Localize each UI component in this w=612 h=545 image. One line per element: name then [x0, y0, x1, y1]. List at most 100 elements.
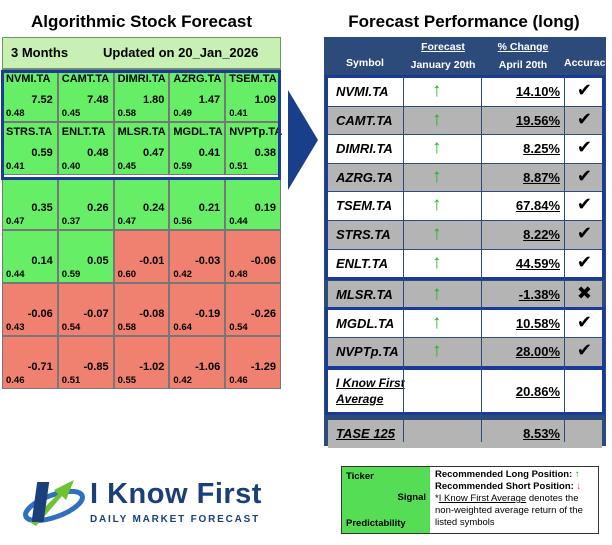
grid-cell: 0.21 0.56 [169, 177, 226, 230]
cell-signal: 0.05 [87, 255, 109, 267]
accuracy-icon: ✔ [576, 108, 592, 129]
cell-predictability: 0.48 [6, 108, 25, 119]
row-change: 8.25% [523, 141, 560, 157]
up-arrow-icon: ↑ [432, 283, 442, 305]
grid-cell: MLSR.TA 0.47 0.45 [113, 122, 170, 175]
grid-cell: MGDL.TA 0.41 0.59 [169, 122, 226, 175]
legend-predictability: Predictability [346, 518, 406, 529]
cell-predictability: 0.45 [61, 108, 81, 119]
cell-predictability: 0.55 [117, 375, 137, 386]
cell-predictability: 0.40 [61, 161, 81, 172]
cell-signal: 0.59 [31, 147, 53, 159]
row-symbol: ENLT.TA [336, 255, 388, 271]
row-symbol: DIMRI.TA [336, 141, 393, 157]
column-divider [481, 77, 482, 442]
updated-date: Updated on 20_Jan_2026 [103, 45, 259, 60]
company-logo: I Know First DAILY MARKET FORECAST [20, 462, 270, 534]
cell-signal: 1.47 [198, 94, 221, 106]
grid-cell: NVPTp.TA 0.38 0.51 [225, 122, 282, 175]
legend-avg-name: I Know First Average [438, 493, 527, 504]
performance-row: AZRG.TA ↑ 8.87% ✔ [328, 163, 602, 192]
header-change-bottom: April 20th [498, 59, 548, 71]
legend-ticker: Ticker [346, 471, 374, 482]
row-change: 8.22% [523, 227, 560, 242]
cell-predictability: 0.43 [6, 322, 25, 333]
performance-row: MLSR.TA ↑ -1.38% ✖ [328, 281, 602, 309]
cell-symbol: AZRG.TA [173, 73, 222, 85]
accuracy-icon: ✔ [576, 165, 592, 186]
benchmark-value: 8.53% [523, 426, 560, 441]
legend-short-label: Recommended Short Position: [435, 481, 574, 492]
up-arrow-icon: ↑ [432, 108, 442, 130]
cell-signal: -0.08 [139, 308, 165, 320]
cell-symbol: MGDL.TA [173, 126, 223, 138]
grid-cell: -0.06 0.48 [225, 230, 281, 283]
grid-cell: -0.08 0.58 [113, 283, 170, 336]
accuracy-icon: ✖ [576, 283, 592, 304]
row-symbol: STRS.TA [336, 227, 391, 242]
row-change: 28.00% [515, 344, 560, 360]
grid-cell: DIMRI.TA 1.80 0.58 [113, 69, 170, 122]
chevron-right-icon [288, 90, 318, 190]
accuracy-icon: ✔ [576, 340, 592, 361]
up-arrow-icon: ↑ [432, 311, 442, 333]
column-divider [564, 77, 565, 442]
grid-cell: 0.26 0.37 [57, 177, 114, 230]
legend-signal: Signal [397, 492, 426, 503]
performance-row: CAMT.TA ↑ 19.56% ✔ [328, 106, 602, 135]
cell-symbol: MLSR.TA [117, 126, 166, 138]
grid-cell: 0.14 0.44 [2, 230, 58, 283]
row-change: 10.58% [515, 315, 560, 331]
header-accuracy: Accuracy [564, 57, 612, 69]
cell-predictability: 0.45 [117, 161, 137, 172]
cell-predictability: 0.46 [229, 375, 248, 386]
grid-cell: -0.19 0.64 [169, 283, 226, 336]
cell-predictability: 0.60 [117, 269, 137, 280]
cell-predictability: 0.46 [6, 375, 25, 386]
cell-predictability: 0.42 [173, 375, 192, 386]
logo-name: I Know First [90, 478, 262, 510]
up-arrow-icon: ↑ [432, 194, 442, 216]
up-arrow-icon: ↑ [432, 340, 442, 362]
row-change: 14.10% [515, 84, 560, 99]
row-symbol: NVPTp.TA [336, 344, 399, 360]
grid-header: 3 Months Updated on 20_Jan_2026 [2, 37, 281, 69]
cell-symbol: CAMT.TA [61, 73, 110, 85]
row-symbol: TSEM.TA [336, 198, 393, 214]
up-arrow-icon: ↑ [432, 80, 442, 101]
grid-cell: 0.05 0.59 [57, 230, 114, 283]
cell-signal: 0.48 [87, 147, 109, 159]
cell-predictability: 0.59 [61, 269, 81, 280]
cell-signal: 1.80 [142, 94, 165, 106]
legend-sample-cell: Ticker Signal Predictability [342, 467, 430, 533]
cell-predictability: 0.41 [229, 108, 248, 119]
performance-row: STRS.TA ↑ 8.22% ✔ [328, 221, 602, 249]
header-symbol: Symbol [346, 57, 384, 69]
benchmark-label: TASE 125 [336, 426, 396, 441]
accuracy-icon: ✔ [576, 223, 592, 243]
grid-cell: AZRG.TA 1.47 0.49 [169, 69, 226, 122]
cell-predictability: 0.41 [6, 161, 25, 172]
cell-predictability: 0.44 [6, 269, 25, 280]
left-panel-title: Algorithmic Stock Forecast [30, 12, 253, 31]
cell-predictability: 0.58 [117, 108, 137, 119]
cell-signal: 0.21 [198, 202, 221, 214]
cell-signal: 7.48 [87, 94, 109, 106]
row-symbol: MLSR.TA [336, 287, 393, 303]
row-change: 19.56% [515, 112, 560, 128]
logo-tagline: DAILY MARKET FORECAST [90, 514, 261, 525]
grid-cell: TSEM.TA 1.09 0.41 [225, 69, 281, 122]
grid-cell: 0.35 0.47 [2, 177, 58, 230]
cell-signal: -1.06 [195, 361, 221, 373]
cell-signal: -1.29 [250, 361, 276, 373]
performance-row: DIMRI.TA ↑ 8.25% ✔ [328, 135, 602, 163]
accuracy-icon: ✔ [576, 194, 592, 215]
header-change-top: % Change [497, 41, 549, 53]
cell-predictability: 0.44 [229, 216, 248, 227]
cell-predictability: 0.47 [117, 216, 137, 227]
cell-symbol: STRS.TA [6, 126, 53, 138]
cell-predictability: 0.58 [117, 322, 137, 333]
cell-predictability: 0.59 [173, 161, 192, 172]
performance-row: NVMI.TA ↑ 14.10% ✔ [328, 78, 602, 106]
cell-predictability: 0.56 [173, 216, 192, 227]
